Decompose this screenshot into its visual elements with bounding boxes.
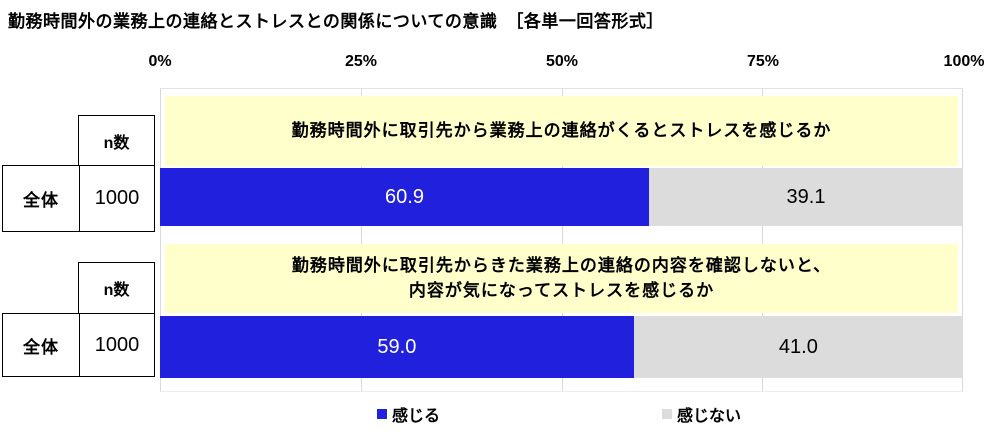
- bar-segment-feel-1: 60.9: [160, 168, 650, 226]
- n-value-1: 1000: [79, 166, 154, 231]
- plot-area: 勤務時間外に取引先から業務上の連絡がくるとストレスを感じるか 60.9 39.1…: [160, 88, 963, 392]
- legend-item-feel: 感じる: [377, 404, 441, 425]
- row-label-total-2: 全体: [23, 337, 59, 357]
- legend-item-notfeel: 感じない: [662, 404, 742, 425]
- gridline-50: [561, 89, 563, 391]
- bar-segment-notfeel-2: 41.0: [633, 316, 963, 378]
- bar-segment-notfeel-1: 39.1: [649, 168, 963, 226]
- chart-title: 勤務時間外の業務上の連絡とストレスとの関係についての意識 ［各単一回答形式］: [8, 12, 664, 31]
- n-value-2: 1000: [79, 314, 154, 376]
- x-axis-tick-25: 25%: [344, 53, 378, 70]
- question-1-line-1: 勤務時間外に取引先から業務上の連絡がくるとストレスを感じるか: [291, 120, 832, 140]
- question-header-1: 勤務時間外に取引先から業務上の連絡がくるとストレスを感じるか: [165, 96, 958, 166]
- side-table-row-2: 全体 1000: [2, 313, 155, 377]
- question-2-line-1: 勤務時間外に取引先からきた業務上の連絡の内容を確認しないと、: [291, 255, 832, 275]
- bar-row-1: 60.9 39.1: [160, 168, 963, 226]
- legend-swatch-feel-icon: [377, 409, 387, 419]
- x-axis-tick-0: 0%: [148, 53, 172, 70]
- bar-value-label: 41.0: [778, 335, 818, 358]
- gridline-75: [762, 89, 764, 391]
- gridline-100: [962, 89, 963, 391]
- legend-label-notfeel: 感じない: [677, 408, 742, 425]
- gridline-0: [160, 89, 161, 391]
- side-table-row-1: 全体 1000: [2, 165, 155, 232]
- gridline-25: [360, 89, 362, 391]
- n-count-header-2: n数: [78, 262, 155, 313]
- n-count-header-1: n数: [78, 115, 155, 165]
- bar-value-label: 59.0: [377, 335, 417, 358]
- bar-row-2: 59.0 41.0: [160, 316, 963, 378]
- legend-label-feel: 感じる: [392, 408, 441, 425]
- bar-segment-feel-2: 59.0: [160, 316, 634, 378]
- legend-swatch-notfeel-icon: [662, 409, 672, 419]
- x-axis-tick-75: 75%: [746, 53, 780, 70]
- row-label-total-1: 全体: [23, 191, 59, 210]
- bar-value-label: 39.1: [786, 185, 826, 208]
- x-axis-tick-50: 50%: [545, 53, 579, 70]
- question-header-2: 勤務時間外に取引先からきた業務上の連絡の内容を確認しないと、 内容が気になってス…: [165, 244, 958, 313]
- x-axis-tick-100: 100%: [943, 53, 985, 70]
- question-2-line-2: 内容が気になってストレスを感じるか: [408, 280, 715, 300]
- bar-value-label: 60.9: [385, 185, 424, 208]
